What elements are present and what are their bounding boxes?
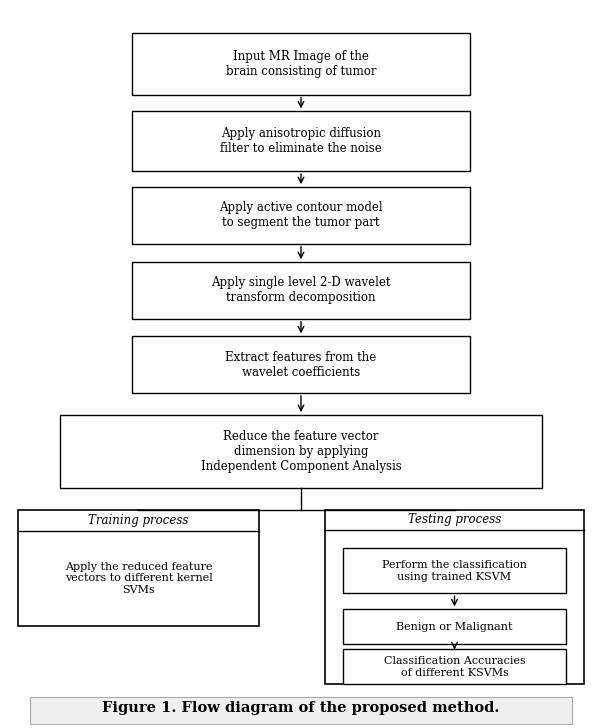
Text: Figure 1. Flow diagram of the proposed method.: Figure 1. Flow diagram of the proposed m… [102, 701, 500, 715]
Text: Extract features from the
wavelet coefficients: Extract features from the wavelet coeffi… [225, 351, 377, 379]
FancyBboxPatch shape [132, 33, 470, 95]
FancyBboxPatch shape [60, 415, 542, 488]
Text: Testing process: Testing process [408, 513, 501, 526]
Text: Apply the reduced feature
vectors to different kernel
SVMs: Apply the reduced feature vectors to dif… [64, 562, 213, 595]
FancyBboxPatch shape [18, 510, 259, 626]
FancyBboxPatch shape [325, 510, 584, 684]
Text: Perform the classification
using trained KSVM: Perform the classification using trained… [382, 560, 527, 582]
FancyBboxPatch shape [343, 649, 566, 684]
Text: Apply anisotropic diffusion
filter to eliminate the noise: Apply anisotropic diffusion filter to el… [220, 127, 382, 155]
Text: Training process: Training process [88, 513, 188, 526]
FancyBboxPatch shape [30, 697, 572, 724]
FancyBboxPatch shape [132, 111, 470, 171]
Text: Reduce the feature vector
dimension by applying
Independent Component Analysis: Reduce the feature vector dimension by a… [200, 430, 402, 473]
Text: Classification Accuracies
of different KSVMs: Classification Accuracies of different K… [383, 656, 526, 678]
Text: Benign or Malignant: Benign or Malignant [396, 622, 513, 632]
FancyBboxPatch shape [132, 187, 470, 244]
FancyBboxPatch shape [343, 609, 566, 644]
Text: Apply active contour model
to segment the tumor part: Apply active contour model to segment th… [219, 202, 383, 229]
FancyBboxPatch shape [343, 548, 566, 593]
Text: Apply single level 2-D wavelet
transform decomposition: Apply single level 2-D wavelet transform… [211, 277, 391, 304]
Text: Input MR Image of the
brain consisting of tumor: Input MR Image of the brain consisting o… [226, 50, 376, 78]
FancyBboxPatch shape [132, 336, 470, 393]
FancyBboxPatch shape [132, 262, 470, 319]
